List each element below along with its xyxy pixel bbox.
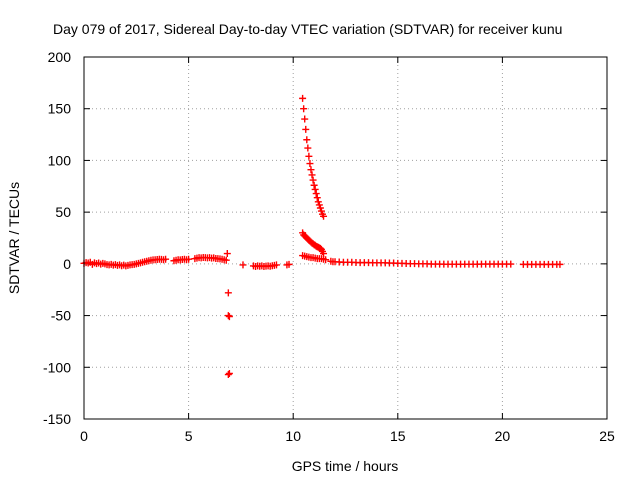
data-point-morning-arc: [222, 256, 230, 264]
x-tick-label: 25: [599, 428, 615, 444]
data-point-spike-arc: [316, 204, 324, 212]
data-point-spike-arc: [308, 171, 316, 179]
data-point-spike-arc: [306, 160, 314, 168]
data-point-spike-arc: [320, 212, 328, 220]
y-tick-label: 100: [48, 152, 72, 168]
data-point-spike-arc: [304, 144, 312, 152]
y-tick-label: 200: [48, 49, 72, 65]
data-point-spike-arc: [311, 185, 319, 193]
data-point-spike-arc: [312, 190, 320, 198]
y-tick-label: -50: [51, 308, 71, 324]
data-point-main-arc: [162, 255, 170, 263]
data-point-morning-arc: [185, 255, 193, 263]
data-point-spike-arc: [310, 181, 318, 189]
data-point-outliers: [239, 261, 247, 269]
data-point-late-arc: [556, 260, 564, 268]
data-point-outliers: [224, 371, 232, 379]
data-point-evening-arc: [507, 260, 515, 268]
y-tick-label: 0: [63, 256, 71, 272]
plot-frame: [83, 56, 608, 420]
x-tick-label: 15: [390, 428, 406, 444]
data-point-spike-arc: [302, 125, 310, 133]
y-tick-label: -100: [43, 359, 71, 375]
data-point-spike-arc: [314, 198, 322, 206]
y-axis-label: SDTVAR / TECUs: [6, 182, 22, 294]
data-point-morning-arc: [223, 250, 231, 258]
x-tick-label: 20: [495, 428, 511, 444]
data-point-outliers: [225, 369, 233, 377]
data-point-spike-arc: [307, 166, 315, 174]
data-point-spike-arc: [313, 194, 321, 202]
x-tick-label: 5: [185, 428, 193, 444]
data-point-outliers: [224, 312, 232, 320]
y-tick-label: -150: [43, 411, 71, 427]
x-axis-label: GPS time / hours: [292, 458, 399, 474]
data-point-outliers: [225, 313, 233, 321]
data-point-spike-arc: [305, 152, 313, 160]
data-point-spike-arc: [317, 207, 325, 215]
data-point-spike-arc: [315, 201, 323, 209]
data-point-spike-arc: [309, 176, 317, 184]
y-tick-label: 50: [55, 204, 71, 220]
data-point-midday-arc: [285, 260, 293, 268]
x-tick-label: 10: [285, 428, 301, 444]
data-point-spike-arc: [300, 105, 308, 113]
data-points: [80, 94, 564, 379]
grid-lines: [84, 57, 607, 419]
chart-title: Day 079 of 2017, Sidereal Day-to-day VTE…: [53, 21, 562, 37]
data-point-spike-arc: [299, 94, 307, 102]
y-tick-label: 150: [48, 101, 72, 117]
data-point-low-arc: [322, 256, 330, 264]
data-point-midday-arc: [272, 261, 280, 269]
data-point-spike-arc: [301, 115, 309, 123]
x-tick-label: 0: [80, 428, 88, 444]
data-point-spike-arc: [303, 136, 311, 144]
data-point-outliers: [224, 289, 232, 297]
